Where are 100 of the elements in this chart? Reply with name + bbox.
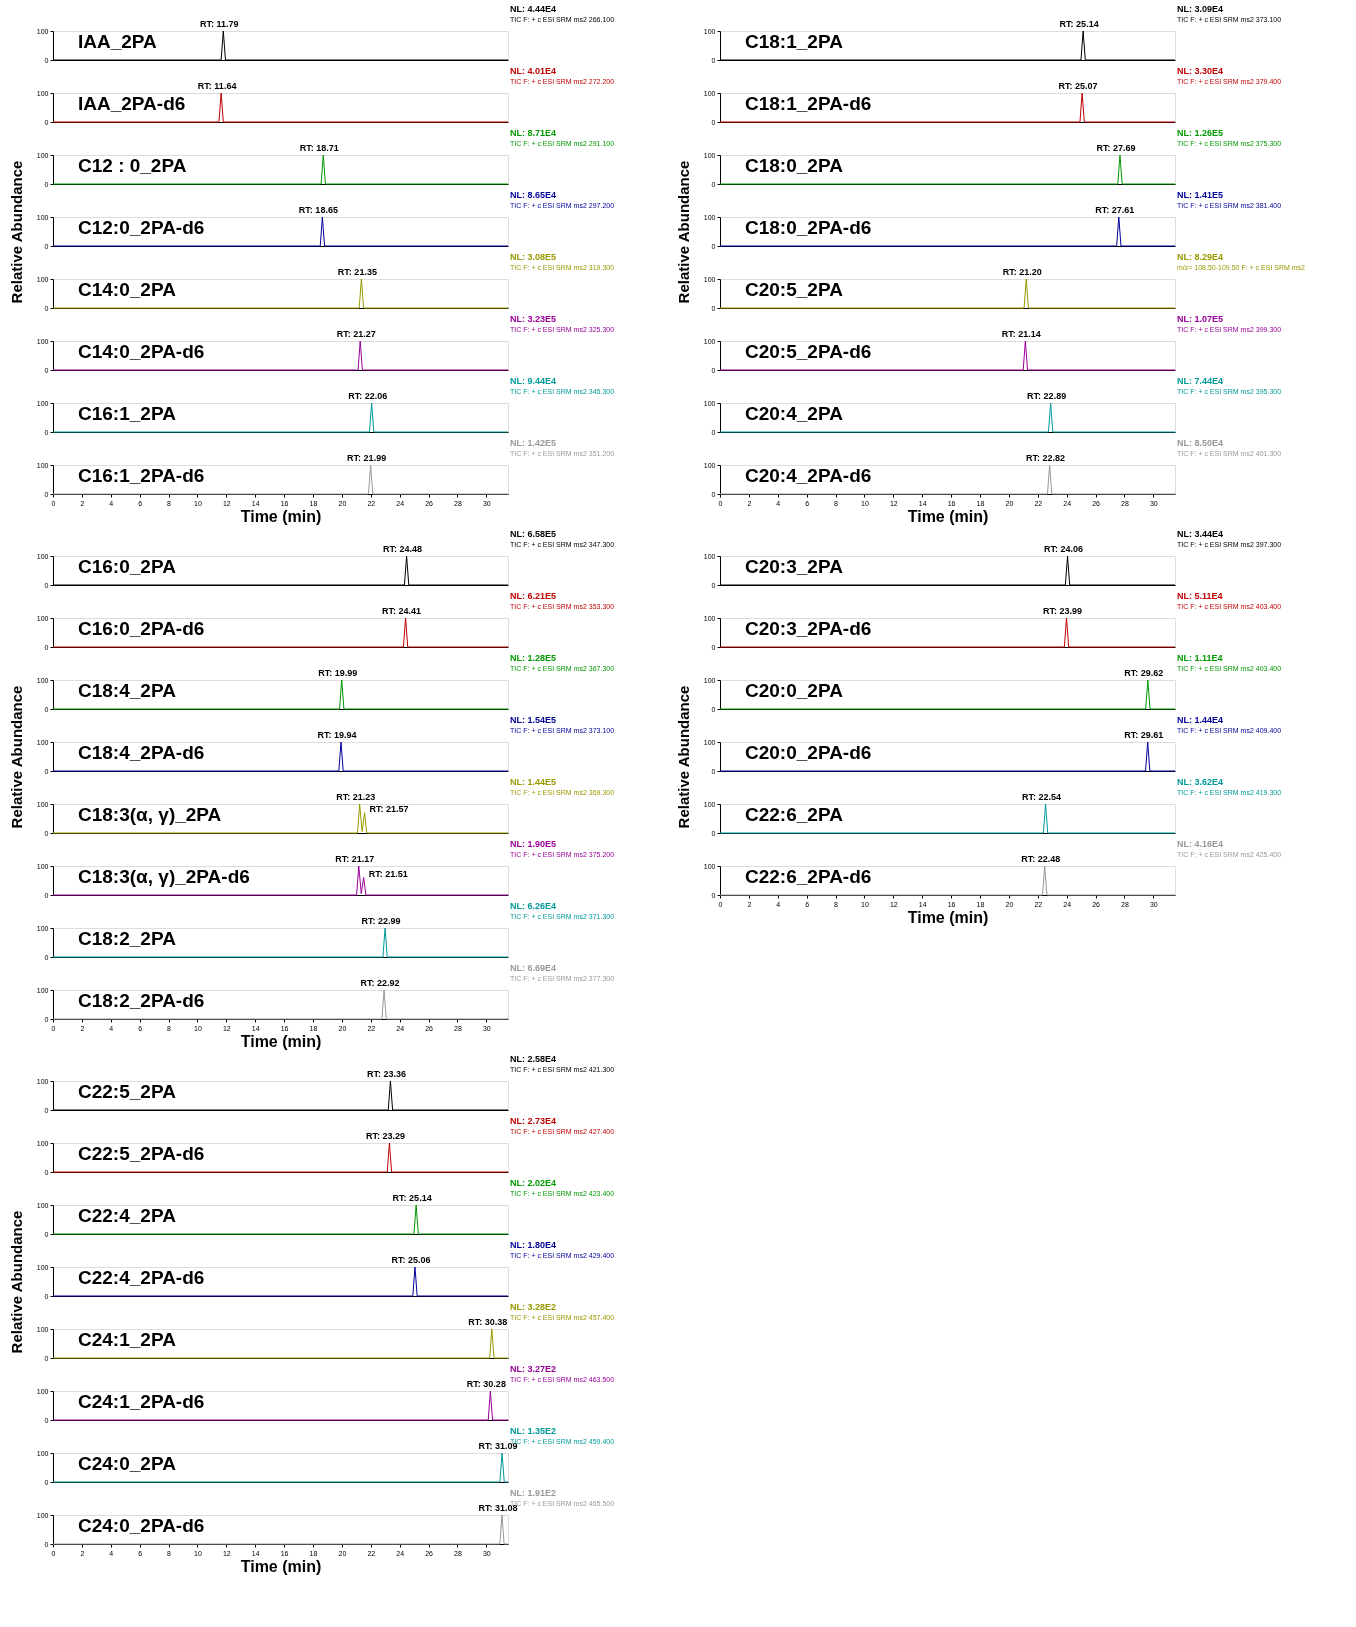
annotation: RT: 25.07	[1058, 81, 1098, 91]
line-series	[52, 865, 509, 896]
annotation: RT: 18.65	[298, 205, 338, 215]
x-axis-title: Time (min)	[240, 1557, 322, 1575]
annotation: RT: 23.29	[365, 1131, 405, 1141]
chart-title: C16:0_2PA	[78, 555, 177, 577]
annotation: RT: 23.36	[366, 1069, 406, 1079]
chart-title: C18:1_2PA-d6	[745, 92, 872, 114]
x-axis-title: Time (min)	[907, 507, 989, 525]
annotation: RT: 29.62	[1124, 668, 1164, 678]
text: NL: 6.26E4	[510, 901, 557, 911]
chart-title: C16:1_2PA	[78, 402, 177, 424]
chart-title: C22:4_2PA-d6	[78, 1266, 205, 1288]
y-axis-title: Relative Abundance	[674, 685, 692, 829]
text: NL: 1.07E5	[1177, 314, 1224, 324]
chart-title: C20:4_2PA-d6	[745, 464, 872, 486]
chart-title: C22:5_2PA	[78, 1080, 177, 1102]
annotation: RT: 25.14	[392, 1193, 432, 1203]
text: NL: 7.44E4	[1177, 376, 1224, 386]
y-axis-title: Relative Abundance	[7, 1210, 25, 1354]
annotation: RT: 21.35	[337, 267, 377, 277]
annotation: RT: 19.99	[318, 668, 358, 678]
annotation: RT: 27.61	[1095, 205, 1135, 215]
annotation: RT: 25.14	[1059, 19, 1099, 29]
text: NL: 1.90E5	[510, 839, 557, 849]
annotation: RT: 22.92	[360, 978, 400, 988]
chart-title: C18:1_2PA	[745, 30, 844, 52]
text: NL: 3.09E4	[1177, 4, 1224, 14]
chart-title: C18:0_2PA	[745, 154, 844, 176]
annotation: RT: 21.17	[335, 854, 375, 864]
chart-title: C14:0_2PA	[78, 278, 177, 300]
chart-title: C18:2_2PA-d6	[78, 989, 205, 1011]
annotation: RT: 22.54	[1022, 792, 1062, 802]
chart-title: C20:0_2PA	[745, 679, 844, 701]
annotation: RT: 24.48	[383, 544, 423, 554]
text: NL: 3.30E4	[1177, 66, 1224, 76]
y-axis-title: Relative Abundance	[7, 160, 25, 304]
text: NL: 8.71E4	[510, 128, 557, 138]
chart-title: C16:1_2PA-d6	[78, 464, 205, 486]
y-axis-title: Relative Abundance	[7, 685, 25, 829]
chart-title: C14:0_2PA-d6	[78, 340, 205, 362]
chart-title: C22:5_2PA-d6	[78, 1142, 205, 1164]
text: NL: 6.69E4	[510, 963, 557, 973]
x-axis-title: Time (min)	[907, 908, 989, 926]
annotation: RT: 21.99	[347, 453, 387, 463]
chart-title: C18:0_2PA-d6	[745, 216, 872, 238]
chart-title: C20:3_2PA-d6	[745, 617, 872, 639]
chart-title: C24:0_2PA	[78, 1452, 177, 1474]
text: NL: 1.44E5	[510, 777, 557, 787]
text: NL: 6.58E5	[510, 529, 557, 539]
text: NL: 1.26E5	[1177, 128, 1224, 138]
chart-title: C20:4_2PA	[745, 402, 844, 424]
text: NL: 1.91E2	[510, 1488, 557, 1498]
x-axis-title: Time (min)	[240, 1032, 322, 1050]
annotation: RT: 22.06	[348, 391, 388, 401]
annotation: RT: 18.71	[299, 143, 339, 153]
annotation: RT: 22.48	[1021, 854, 1061, 864]
text: NL: 1.35E2	[510, 1426, 557, 1436]
annotation: RT: 30.38	[468, 1317, 508, 1327]
chart-title: C12:0_2PA-d6	[78, 216, 205, 238]
chart-title: C18:4_2PA-d6	[78, 741, 205, 763]
chart-title: C18:3(α, γ)_2PA	[78, 803, 222, 825]
annotation: RT: 27.69	[1096, 143, 1136, 153]
text: NL: 1.28E5	[510, 653, 557, 663]
chart-title: C20:5_2PA	[745, 278, 844, 300]
text: NL: 1.80E4	[510, 1240, 557, 1250]
text: NL: 6.21E5	[510, 591, 557, 601]
annotation: RT: 24.06	[1044, 544, 1084, 554]
chart-title: IAA_2PA-d6	[78, 92, 186, 114]
annotation: RT: 21.51	[368, 868, 408, 879]
chart-title: C24:0_2PA-d6	[78, 1514, 205, 1536]
annotation: RT: 22.82	[1026, 453, 1066, 463]
annotation: RT: 22.99	[361, 916, 401, 926]
chart-title: C16:0_2PA-d6	[78, 617, 205, 639]
annotation: RT: 21.57	[369, 803, 409, 814]
text: NL: 3.44E4	[1177, 529, 1224, 539]
text: NL: 1.54E5	[510, 715, 557, 725]
chart-title: C18:2_2PA	[78, 927, 177, 949]
text: NL: 2.73E4	[510, 1116, 557, 1126]
text: NL: 1.44E4	[1177, 715, 1224, 725]
annotation: RT: 22.89	[1027, 391, 1067, 401]
chart-title: C22:4_2PA	[78, 1204, 177, 1226]
chart-title: C22:6_2PA	[745, 803, 844, 825]
chart-title: C12 : 0_2PA	[78, 154, 187, 176]
text: NL: 3.27E2	[510, 1364, 557, 1374]
text: NL: 3.62E4	[1177, 777, 1224, 787]
text: NL: 5.11E4	[1177, 591, 1223, 601]
annotation: RT: 23.99	[1043, 606, 1083, 616]
chart-title: C20:3_2PA	[745, 555, 844, 577]
annotation: RT: 21.27	[336, 329, 376, 339]
text: NL: 9.44E4	[510, 376, 557, 386]
y-axis-title: Relative Abundance	[674, 160, 692, 304]
annotation: RT: 21.23	[336, 792, 376, 802]
line-series	[52, 803, 509, 834]
text: NL: 3.23E5	[510, 314, 557, 324]
text: NL: 3.28E2	[510, 1302, 557, 1312]
text: NL: 8.29E4	[1177, 252, 1224, 262]
chart-title: C22:6_2PA-d6	[745, 865, 872, 887]
annotation: RT: 24.41	[382, 606, 422, 616]
annotation: RT: 30.28	[466, 1379, 506, 1389]
